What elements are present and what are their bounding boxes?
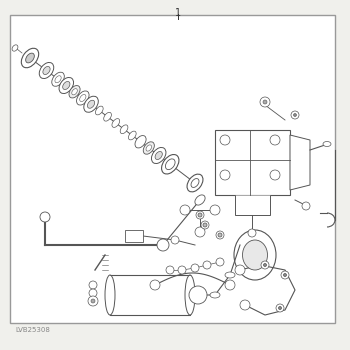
Circle shape (89, 289, 97, 297)
Circle shape (91, 299, 95, 303)
Ellipse shape (155, 152, 162, 160)
Ellipse shape (112, 119, 120, 127)
Ellipse shape (12, 45, 18, 51)
Text: 1: 1 (175, 8, 181, 18)
Ellipse shape (323, 141, 331, 147)
Circle shape (201, 221, 209, 229)
Circle shape (210, 205, 220, 215)
Circle shape (220, 135, 230, 145)
Circle shape (220, 170, 230, 180)
Circle shape (191, 264, 199, 272)
Circle shape (198, 213, 202, 217)
Ellipse shape (88, 100, 94, 108)
Circle shape (261, 261, 269, 269)
Circle shape (195, 227, 205, 237)
Ellipse shape (69, 85, 80, 98)
Ellipse shape (128, 131, 136, 140)
Ellipse shape (26, 53, 34, 63)
Circle shape (157, 239, 169, 251)
Ellipse shape (39, 62, 54, 78)
Ellipse shape (105, 275, 115, 315)
Text: LVB25308: LVB25308 (15, 327, 50, 333)
Ellipse shape (225, 272, 235, 278)
Circle shape (281, 271, 289, 279)
Circle shape (279, 307, 281, 309)
Ellipse shape (96, 106, 103, 115)
Ellipse shape (191, 178, 199, 188)
Circle shape (150, 280, 160, 290)
Ellipse shape (187, 174, 203, 192)
Ellipse shape (195, 195, 205, 205)
Circle shape (240, 300, 250, 310)
Ellipse shape (210, 292, 220, 298)
Circle shape (248, 229, 256, 237)
Circle shape (216, 231, 224, 239)
Bar (110, 275, 190, 315)
Ellipse shape (80, 94, 86, 101)
Ellipse shape (72, 89, 77, 95)
Ellipse shape (143, 142, 154, 154)
Circle shape (196, 211, 204, 219)
Bar (215, 130, 290, 195)
Circle shape (180, 205, 190, 215)
Ellipse shape (21, 48, 38, 68)
Circle shape (235, 265, 245, 275)
Circle shape (270, 135, 280, 145)
Circle shape (270, 170, 280, 180)
Ellipse shape (234, 230, 276, 280)
Bar (10, 15, 335, 323)
Circle shape (216, 258, 224, 266)
Circle shape (263, 100, 267, 104)
Circle shape (218, 233, 222, 237)
Ellipse shape (166, 159, 175, 170)
Polygon shape (235, 195, 270, 215)
Ellipse shape (120, 125, 128, 134)
Circle shape (178, 266, 186, 274)
Ellipse shape (104, 112, 111, 121)
Circle shape (166, 266, 174, 274)
Ellipse shape (84, 96, 98, 112)
Circle shape (189, 286, 207, 304)
Circle shape (203, 261, 211, 269)
Circle shape (302, 202, 310, 210)
Circle shape (203, 223, 207, 227)
Circle shape (291, 111, 299, 119)
Circle shape (276, 304, 284, 312)
Circle shape (225, 280, 235, 290)
Ellipse shape (152, 147, 166, 163)
Polygon shape (290, 135, 310, 190)
Ellipse shape (135, 135, 146, 148)
Circle shape (260, 97, 270, 107)
Bar (125, 230, 143, 242)
Circle shape (88, 296, 98, 306)
Ellipse shape (52, 72, 64, 86)
Circle shape (89, 281, 97, 289)
Circle shape (264, 264, 266, 266)
Ellipse shape (55, 76, 61, 83)
Ellipse shape (59, 77, 74, 93)
Circle shape (284, 273, 287, 276)
Ellipse shape (146, 145, 152, 151)
Circle shape (171, 236, 179, 244)
Circle shape (294, 113, 296, 117)
Circle shape (40, 212, 50, 222)
Ellipse shape (77, 91, 89, 105)
Ellipse shape (243, 240, 267, 270)
Ellipse shape (63, 82, 70, 90)
Ellipse shape (162, 154, 179, 174)
Ellipse shape (185, 275, 195, 315)
Ellipse shape (43, 66, 50, 75)
